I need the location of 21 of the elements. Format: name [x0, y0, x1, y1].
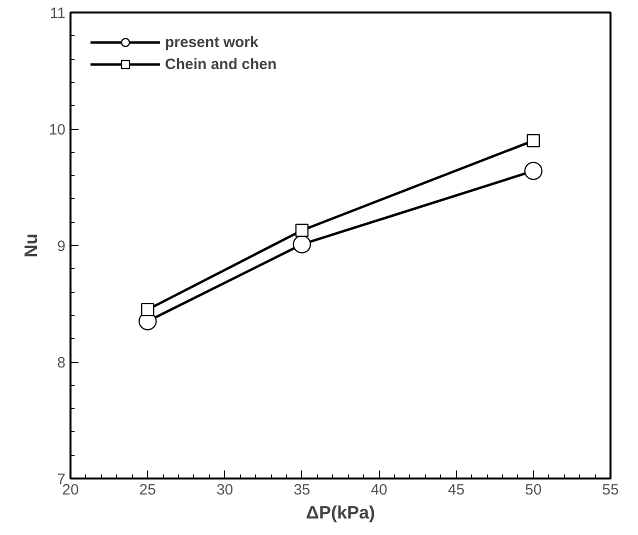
x-tick-label: 50 [525, 482, 542, 498]
legend-label: present work [165, 34, 258, 50]
x-axis-title: ΔP(kPa) [306, 502, 375, 522]
x-tick-label: 20 [62, 482, 79, 498]
x-tick-label: 45 [448, 482, 465, 498]
point [524, 162, 542, 180]
y-tick-label: 9 [57, 238, 66, 255]
x-tick-label: 55 [602, 482, 619, 498]
x-tick-label: 40 [370, 482, 388, 498]
point [295, 224, 309, 237]
point [292, 235, 312, 254]
y-tick-label: 8 [57, 354, 66, 372]
point [141, 302, 154, 316]
x-tick-label: 35 [294, 482, 310, 498]
y-tick-label: 11 [50, 5, 66, 22]
point [526, 134, 540, 148]
legend-label: Chein and chen [165, 56, 277, 72]
y-tick-label: 10 [48, 122, 66, 138]
y-axis-title: Nu [20, 233, 41, 258]
x-tick-label: 25 [139, 482, 156, 498]
x-tick-label: 30 [216, 482, 234, 498]
